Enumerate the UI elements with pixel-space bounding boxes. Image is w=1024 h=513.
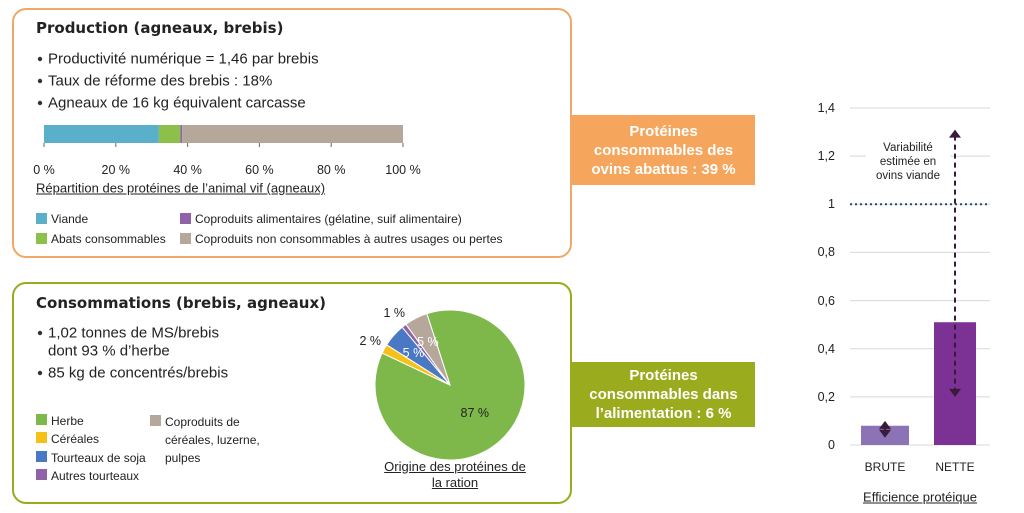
chart-caption: Origine des protéines de la ration: [384, 459, 526, 490]
bar-segment: [44, 125, 159, 143]
x-tick-label: 20 %: [101, 163, 131, 177]
bullet-text: Taux de réforme des brebis : 18%: [48, 72, 273, 90]
panel-title: Production (agneaux, brebis): [36, 19, 284, 37]
bullet: [37, 330, 43, 336]
legend-label: Coproduits alimentaires (gélatine, suif …: [195, 212, 462, 226]
bullet: [37, 100, 43, 106]
slice-label: 87 %: [460, 406, 490, 421]
legend-label: Tourteaux de soja: [51, 451, 146, 465]
bullet-text: 85 kg de concentrés/brebis: [48, 364, 229, 382]
production-panel: [12, 8, 572, 258]
bullet-text: dont 93 % d’herbe: [48, 342, 170, 360]
legend-swatch: [150, 415, 161, 426]
annotation: Variabilité estimée en ovins viande: [866, 141, 950, 183]
legend-swatch: [180, 233, 191, 244]
slice-label: 1 %: [383, 306, 405, 321]
legend-label: Herbe: [51, 414, 84, 428]
slice-label: 5 %: [417, 334, 439, 349]
consumption-panel: [12, 282, 572, 504]
x-tick-label: 40 %: [173, 163, 202, 177]
legend-label: Coproduits non consommables à autres usa…: [195, 232, 503, 246]
x-axis-title: Efficience protéique: [863, 489, 977, 505]
legend-swatch: [36, 414, 47, 425]
x-tick-label: NETTE: [935, 460, 975, 474]
y-tick-label: 1,2: [817, 149, 835, 164]
legend-swatch: [36, 233, 47, 244]
arrow-head: [879, 420, 891, 438]
bullet: [37, 370, 43, 376]
bullet-text: Agneaux de 16 kg équivalent carcasse: [48, 94, 306, 112]
x-tick-label: 60 %: [245, 163, 274, 177]
legend-swatch: [36, 469, 47, 480]
bar-segment: [158, 125, 181, 143]
callout: Protéines consommables des ovins abattus…: [572, 115, 755, 185]
legend-label: Autres tourteaux: [51, 469, 140, 483]
y-tick-label: 1,4: [817, 101, 835, 115]
panel-title: Consommations (brebis, agneaux): [36, 294, 326, 312]
bar-segment: [182, 125, 403, 143]
bullet: [37, 78, 43, 84]
legend-label: Coproduits de céréales, luzerne, pulpes: [165, 415, 260, 465]
legend-label: Céréales: [51, 432, 100, 446]
y-tick-label: 0,6: [817, 293, 835, 308]
x-tick-label: 100 %: [385, 163, 421, 177]
pie-slice: [405, 313, 451, 386]
legend-swatch: [36, 432, 47, 443]
y-tick-label: 0,2: [817, 389, 835, 404]
legend-swatch: [36, 213, 47, 224]
x-tick-label: BRUTE: [864, 460, 906, 474]
x-tick-label: 80 %: [316, 163, 346, 177]
y-tick-label: 0,8: [817, 245, 835, 260]
bar-segment: [180, 125, 183, 143]
chart-caption: Répartition des protéines de l’animal vi…: [36, 180, 326, 196]
y-tick-label: 1: [828, 197, 835, 212]
legend-swatch: [180, 213, 191, 224]
bullet-text: Productivité numérique = 1,46 par brebis: [48, 50, 319, 68]
legend-swatch: [36, 451, 47, 462]
legend-label: Viande: [51, 212, 89, 226]
bullet: [37, 56, 43, 62]
bullet-text: 1,02 tonnes de MS/brebis: [48, 324, 219, 342]
callout: Protéines consommables dans l’alimentati…: [572, 362, 755, 427]
slice-label: 5 %: [402, 345, 425, 360]
x-tick-label: 0 %: [33, 163, 55, 177]
y-tick-label: 0: [828, 438, 835, 452]
legend-label: Abats consommables: [51, 232, 166, 246]
slice-label: 2 %: [359, 334, 382, 349]
y-tick-label: 0,4: [817, 341, 835, 356]
